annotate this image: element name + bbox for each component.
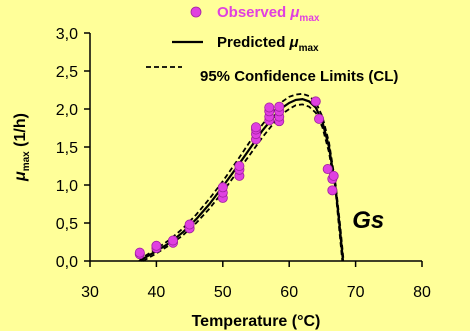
y-tick-label: 1,0 [56,178,78,195]
observed-point [250,122,261,133]
y-tick-label: 0,0 [56,254,78,271]
legend-label-sub: max [299,13,319,24]
observed-point [184,219,195,230]
observed-point [327,185,338,196]
legend-label-text: 95% Confidence Limits (CL) [200,68,398,85]
y-tick-label: 3,0 [56,26,78,43]
x-tick-label: 80 [413,284,431,301]
legend-label-mu: μ [289,34,299,51]
observed-point [217,182,228,193]
x-tick-label: 60 [280,284,298,301]
x-tick-label: 30 [81,284,99,301]
observed-point [328,170,339,181]
y-axis-title: μmax (1/h) [12,113,32,182]
legend-marker-observed [190,6,202,18]
observed-point [151,240,162,251]
legend-label-text: Predicted [217,34,290,51]
observed-point [322,164,333,175]
observed-point [167,235,178,246]
annotations: Gs [352,207,384,234]
plot-area [134,92,345,262]
y-axis-title-unit: (1/h) [12,113,29,151]
legend-label-text: Observed [217,4,290,21]
legend-label-cl: 95% Confidence Limits (CL) [200,68,398,85]
observed-point [134,247,145,258]
observed-point [310,96,321,107]
y-tick-label: 2,0 [56,102,78,119]
y-axis-title-sub: max [21,151,32,171]
observed-point [234,160,245,171]
y-tick-label: 1,5 [56,140,78,157]
x-axis-title: Temperature (°C) [192,313,321,330]
observed-point [264,102,275,113]
y-axis-title-mu: μ [12,171,29,182]
legend-label-predicted: Predicted μmax [217,34,319,54]
legend-label-sub: max [299,43,319,54]
y-tick-label: 2,5 [56,64,78,81]
observed-point [314,113,325,124]
x-tick-label: 70 [347,284,365,301]
y-tick-label: 0,5 [56,216,78,233]
x-tick-label: 50 [214,284,232,301]
legend-label-observed: Observed μmax [217,4,320,24]
observed-point [274,101,285,112]
x-tick-label: 40 [148,284,166,301]
legend-label-mu: μ [289,4,299,21]
series-cl_upper [138,92,345,262]
axes: 30 40 50 60 70 80 0,0 0,5 1,0 1,5 2,0 2,5 3,0 Tempera… [12,26,431,330]
annotation-label: Gs [352,207,384,234]
